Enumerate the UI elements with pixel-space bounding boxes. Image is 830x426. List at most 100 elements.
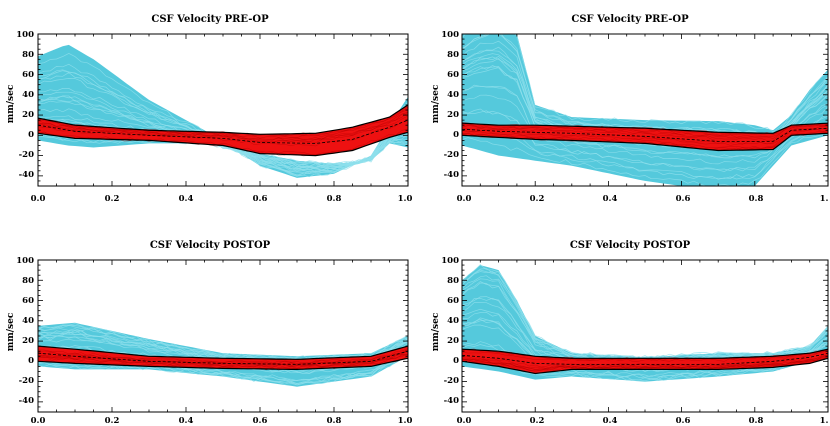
x-tick-label: 0.4 [603, 194, 618, 204]
x-tick-label: 0.2 [530, 194, 545, 204]
y-tick-label: 20 [22, 110, 34, 120]
red-trace [462, 354, 828, 371]
y-tick-label: 80 [447, 276, 459, 286]
y-tick-label: 60 [22, 296, 34, 306]
y-tick-label: 40 [22, 316, 34, 326]
black-reference-line [38, 350, 408, 365]
cyan-trace [38, 133, 408, 166]
y-axis-label: mm/sec [6, 84, 16, 123]
x-tick-label: 0.6 [253, 194, 268, 204]
red-trace [462, 356, 828, 371]
x-tick-label: 0.8 [327, 416, 342, 426]
chart-panel-postop-left: CSF Velocity POSTOP mm/sec 100 80 60 40 … [6, 240, 412, 426]
red-trace [38, 112, 408, 141]
red-trace [462, 356, 828, 372]
y-tick-labels: 100 80 60 40 20 0 -20 -40 [16, 30, 34, 180]
red-trace [462, 128, 828, 146]
cyan-trace [462, 269, 828, 359]
x-tick-labels: 0.0 0.2 0.4 0.6 0.8 1. [457, 416, 829, 426]
x-tick-label: 0.6 [253, 416, 268, 426]
y-tick-label: -20 [19, 150, 34, 160]
x-tick-label: 0.8 [327, 194, 342, 204]
y-tick-labels: 100 80 60 40 20 0 -20 -40 [16, 256, 34, 406]
chart-title: CSF Velocity PRE-OP [151, 14, 269, 25]
x-tick-labels: 0.0 0.2 0.4 0.6 0.8 1.0 [31, 194, 413, 204]
black-reference-line [462, 132, 828, 152]
x-tick-label: 0.4 [179, 194, 194, 204]
cyan-trace [462, 94, 828, 165]
y-tick-label: 100 [441, 256, 459, 266]
y-tick-labels: 100 80 60 40 20 0 -20 -40 [441, 30, 459, 180]
y-axis-label: mm/sec [431, 312, 441, 351]
x-tick-label: 0.8 [749, 416, 764, 426]
y-tick-label: 80 [22, 50, 34, 60]
cyan-trace [462, 131, 828, 186]
x-tick-label: 1. [820, 416, 829, 426]
y-tick-label: 40 [22, 90, 34, 100]
x-tick-label: 0.2 [105, 416, 120, 426]
black-reference-line [38, 119, 408, 144]
red-trace [462, 125, 828, 139]
y-tick-label: 80 [22, 276, 34, 286]
y-tick-labels: 100 80 60 40 20 0 -20 -40 [441, 256, 459, 406]
red-trace [38, 115, 408, 143]
y-tick-label: -40 [444, 170, 459, 180]
y-tick-label: 100 [16, 30, 34, 40]
plot-frame [461, 259, 829, 413]
chart-title: CSF Velocity PRE-OP [571, 14, 689, 25]
x-tick-label: 0.0 [457, 416, 472, 426]
black-reference-line [462, 348, 828, 359]
x-tick-labels: 0.0 0.2 0.4 0.6 0.8 1. [457, 194, 829, 204]
red-trace [462, 124, 828, 138]
red-trace [462, 356, 828, 372]
y-tick-label: 40 [447, 316, 459, 326]
red-trace [38, 351, 408, 366]
x-tick-labels: 0.0 0.2 0.4 0.6 0.8 1.0 [31, 416, 413, 426]
plot-area [37, 259, 409, 413]
y-tick-label: 0 [453, 356, 459, 366]
plot-frame [37, 33, 409, 187]
y-tick-label: -20 [444, 150, 459, 160]
cyan-trace [38, 351, 408, 384]
chart-panel-pre-op-left: CSF Velocity PRE-OP mm/sec 100 80 60 40 … [6, 14, 412, 204]
cyan-envelope [462, 265, 828, 382]
black-reference-line [38, 357, 408, 370]
black-reference-line [462, 127, 828, 142]
cyan-trace [462, 34, 828, 133]
x-tick-label: 1. [820, 194, 829, 204]
chart-title: CSF Velocity POSTOP [150, 240, 271, 251]
y-tick-label: 60 [22, 70, 34, 80]
cyan-envelope [462, 34, 828, 186]
x-tick-label: 0.8 [749, 194, 764, 204]
cyan-trace [462, 84, 828, 159]
y-tick-label: 60 [447, 70, 459, 80]
cyan-trace [462, 356, 828, 382]
y-axis-label: mm/sec [6, 312, 16, 351]
y-tick-label: -40 [19, 396, 34, 406]
cyan-envelope [38, 44, 408, 178]
x-tick-label: 0.4 [603, 416, 618, 426]
y-tick-label: 20 [22, 336, 34, 346]
y-tick-label: -40 [19, 170, 34, 180]
x-tick-label: 0.2 [105, 194, 120, 204]
x-tick-label: 0.0 [457, 194, 472, 204]
y-tick-label: 20 [447, 110, 459, 120]
black-reference-line [462, 122, 828, 134]
x-tick-label: 0.4 [179, 416, 194, 426]
y-tick-label: 100 [16, 256, 34, 266]
red-trace [462, 125, 828, 141]
plot-frame [461, 33, 829, 187]
cyan-trace [462, 264, 828, 360]
x-tick-label: 1.0 [398, 416, 413, 426]
y-tick-label: 0 [453, 130, 459, 140]
cyan-trace [38, 355, 408, 385]
x-tick-label: 0.6 [676, 416, 691, 426]
x-tick-label: 0.0 [31, 194, 46, 204]
y-tick-label: 20 [447, 336, 459, 346]
y-tick-label: 40 [447, 90, 459, 100]
y-tick-label: 100 [441, 30, 459, 40]
red-trace [38, 107, 408, 137]
red-trace [462, 355, 828, 368]
black-reference-line [38, 345, 408, 360]
